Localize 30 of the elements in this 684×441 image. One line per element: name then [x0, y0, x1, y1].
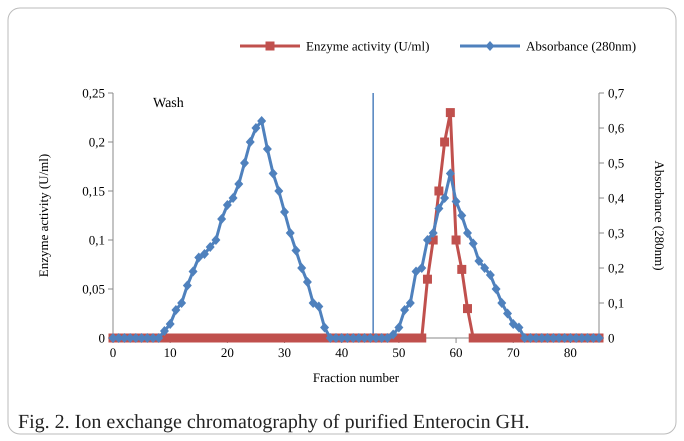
y2-tick-label: 0,4 [608, 190, 625, 206]
y-tick-label: 0,05 [82, 282, 105, 297]
y2-tick-label: 0,2 [608, 260, 624, 276]
x-tick-label: 40 [335, 345, 348, 360]
x-tick-label: 80 [564, 345, 577, 360]
y2-tick-label: 0,1 [608, 296, 624, 311]
x-tick-label: 50 [392, 345, 406, 360]
y2-tick-label: 0,5 [608, 156, 624, 171]
y2-tick-label: 0 [608, 330, 614, 346]
x-tick-label: 0 [110, 345, 116, 360]
x-tick-label: 60 [450, 345, 463, 360]
y-tick-label: 0,25 [82, 86, 105, 101]
y2-axis-title: Absorbance (280nm) [652, 160, 667, 271]
caption: Fig. 2. Ion exchange chromatography of purified Enterocin GH. [18, 411, 530, 433]
x-tick-label: 20 [220, 345, 234, 360]
y-tick-label: 0,2 [88, 134, 105, 150]
y-tick-label: 0,15 [82, 184, 105, 199]
x-tick-label: 30 [278, 345, 292, 360]
y2-tick-label: 0,6 [608, 120, 625, 136]
x-tick-label: 70 [506, 345, 520, 360]
y-axis-title: Enzyme activity (U/ml) [36, 154, 51, 278]
y-tick-label: 0,1 [88, 232, 105, 248]
y-tick-label: 0 [98, 330, 105, 346]
y2-tick-label: 0,7 [608, 86, 625, 101]
x-tick-label: 10 [164, 345, 177, 360]
annotation: Wash [153, 96, 184, 111]
legend-label: Absorbance (280nm) [526, 38, 636, 54]
y2-tick-label: 0,3 [608, 226, 624, 241]
x-axis-title: Fraction number [312, 370, 400, 385]
legend-label: Enzyme activity (U/ml) [306, 38, 430, 54]
